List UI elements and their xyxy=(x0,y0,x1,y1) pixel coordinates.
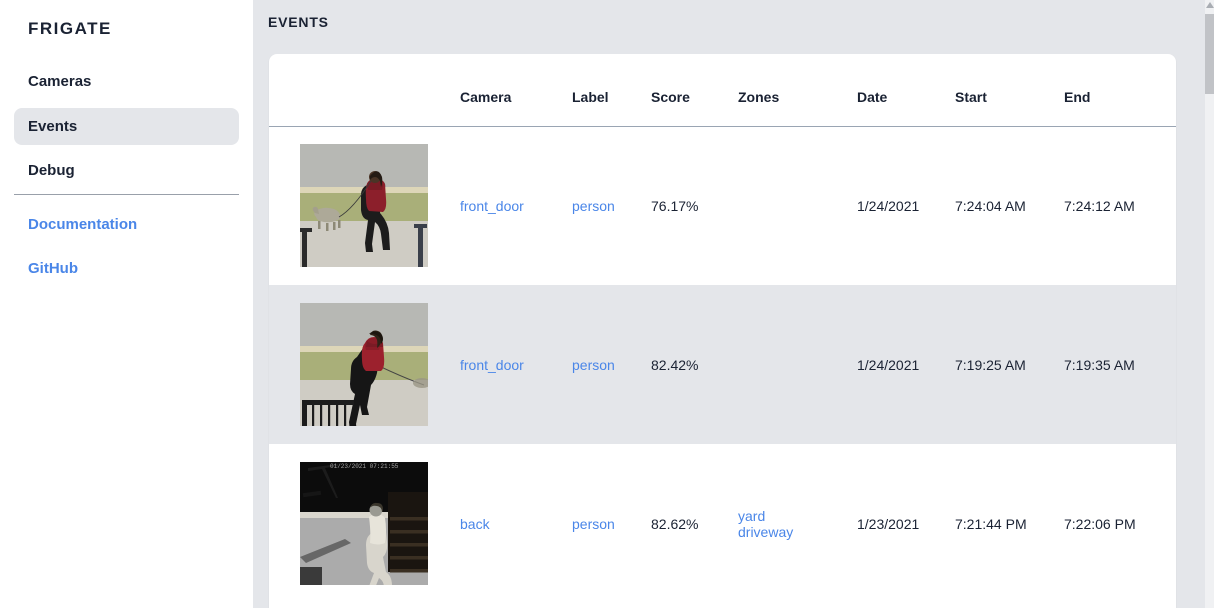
svg-text:01/23/2021 07:21:55: 01/23/2021 07:21:55 xyxy=(330,463,399,470)
